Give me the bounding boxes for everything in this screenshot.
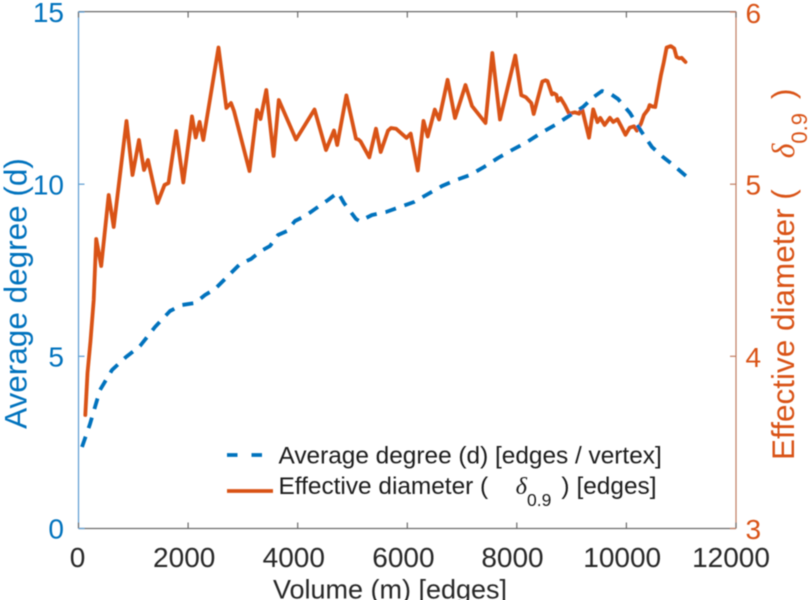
svg-text:6000: 6000 bbox=[372, 542, 434, 573]
svg-text:0: 0 bbox=[48, 514, 64, 545]
svg-text:4: 4 bbox=[746, 342, 762, 373]
svg-text:10: 10 bbox=[33, 169, 64, 200]
svg-text:Volume (m) [edges]: Volume (m) [edges] bbox=[273, 575, 507, 600]
svg-text:2000: 2000 bbox=[153, 542, 215, 573]
svg-text:10000: 10000 bbox=[583, 542, 661, 573]
svg-text:3: 3 bbox=[746, 514, 762, 545]
svg-text:4000: 4000 bbox=[263, 542, 325, 573]
svg-text:8000: 8000 bbox=[481, 542, 543, 573]
svg-text:Average degree (d): Average degree (d) bbox=[0, 158, 34, 429]
svg-text:6: 6 bbox=[746, 0, 762, 29]
svg-text:Average degree (d) [edges / ve: Average degree (d) [edges / vertex] bbox=[279, 443, 662, 470]
svg-text:Effective diameter (δ0.9): Effective diameter (δ0.9) bbox=[765, 88, 812, 460]
svg-text:Effective diameter (δ0.9)[edge: Effective diameter (δ0.9) [edges] bbox=[279, 473, 657, 510]
svg-text:5: 5 bbox=[48, 342, 64, 373]
svg-text:12000: 12000 bbox=[692, 542, 770, 573]
svg-text:15: 15 bbox=[33, 0, 64, 28]
svg-text:5: 5 bbox=[746, 170, 762, 201]
svg-text:0: 0 bbox=[70, 542, 86, 573]
